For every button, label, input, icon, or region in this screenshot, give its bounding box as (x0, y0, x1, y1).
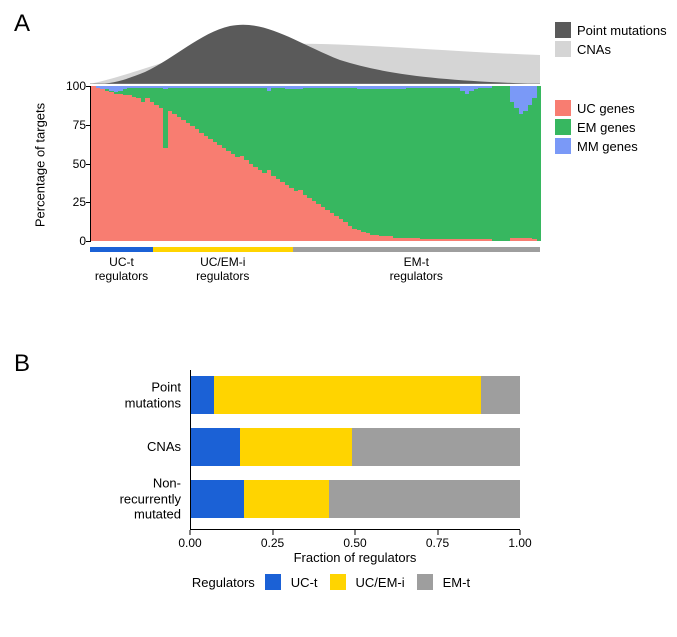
y-axis-title: Percentage of targets (33, 103, 48, 227)
hbar-segment (214, 376, 480, 414)
hbar-segment (352, 428, 520, 466)
group-label: EM-tregulators (293, 256, 541, 284)
panel-b: B Pointmutations CNAs Non-recurrentlymutat… (10, 350, 667, 610)
hbar-label: CNAs (147, 439, 181, 455)
legend-item: CNAs (555, 41, 667, 57)
legend-item: MM genes (555, 138, 638, 154)
legend-density: Point mutations CNAs (555, 22, 667, 60)
hbar-segment (191, 428, 240, 466)
y-tick: 100 (50, 79, 86, 93)
x-axis-ticks: 0.000.250.500.751.00 (190, 530, 520, 550)
density-plot (90, 22, 540, 84)
legend-swatch (555, 22, 571, 38)
hbar-label: Pointmutations (125, 379, 181, 410)
x-tick: 0.50 (343, 536, 366, 550)
legend-label: UC-t (291, 575, 318, 590)
group-label: UC/EM-iregulators (153, 256, 293, 284)
panel-a: A Percentage of targets 0 25 50 75 100 UC-tr… (10, 10, 667, 310)
hbar-row: Pointmutations (191, 376, 520, 414)
group-strip (90, 246, 540, 252)
legend-label: CNAs (577, 42, 611, 57)
legend-title: Regulators (192, 575, 255, 590)
horizontal-stacked-bars: Pointmutations CNAs Non-recurrentlymutated (190, 370, 520, 530)
stacked-area-chart (90, 86, 540, 241)
legend-label: Point mutations (577, 23, 667, 38)
group-strip-segment (293, 247, 541, 252)
y-tick: 25 (50, 195, 86, 209)
hbar-segment (244, 480, 330, 518)
legend-swatch (555, 41, 571, 57)
x-tick: 0.00 (178, 536, 201, 550)
hbar-segment (329, 480, 520, 518)
legend-swatch (265, 574, 281, 590)
x-tick: 0.25 (261, 536, 284, 550)
panel-b-label: B (14, 350, 30, 378)
hbar-label: Non-recurrentlymutated (120, 476, 181, 523)
hbar-segment (240, 428, 352, 466)
group-label: UC-tregulators (90, 256, 153, 284)
x-tick: 0.75 (426, 536, 449, 550)
legend-item: Point mutations (555, 22, 667, 38)
stacked-column (537, 86, 542, 241)
legend-label: UC genes (577, 101, 635, 116)
legend-swatch (555, 100, 571, 116)
group-strip-segment (153, 247, 293, 252)
y-tick: 50 (50, 157, 86, 171)
group-strip-segment (90, 247, 153, 252)
hbar-segment (481, 376, 520, 414)
x-axis: 0.000.250.500.751.00 Fraction of regulat… (190, 530, 520, 570)
hbar-row: Non-recurrentlymutated (191, 480, 520, 518)
legend-label: EM genes (577, 120, 636, 135)
panel-a-label: A (14, 10, 30, 38)
hbar-segment (191, 480, 244, 518)
legend-regulators: Regulators UC-t UC/EM-i EM-t (110, 574, 560, 590)
group-labels: UC-tregulatorsUC/EM-iregulatorsEM-tregul… (90, 254, 540, 294)
y-tick: 75 (50, 118, 86, 132)
legend-label: MM genes (577, 139, 638, 154)
legend-swatch (417, 574, 433, 590)
hbar-row: CNAs (191, 428, 520, 466)
legend-label: UC/EM-i (356, 575, 405, 590)
hbar-segment (191, 376, 214, 414)
legend-genes: UC genes EM genes MM genes (555, 100, 638, 157)
y-tick: 0 (50, 234, 86, 248)
legend-swatch (330, 574, 346, 590)
legend-swatch (555, 138, 571, 154)
x-tick: 1.00 (508, 536, 531, 550)
legend-item: UC genes (555, 100, 638, 116)
legend-item: EM genes (555, 119, 638, 135)
legend-swatch (555, 119, 571, 135)
legend-label: EM-t (443, 575, 470, 590)
figure: A Percentage of targets 0 25 50 75 100 UC-tr… (10, 10, 667, 610)
x-axis-title: Fraction of regulators (190, 550, 520, 565)
